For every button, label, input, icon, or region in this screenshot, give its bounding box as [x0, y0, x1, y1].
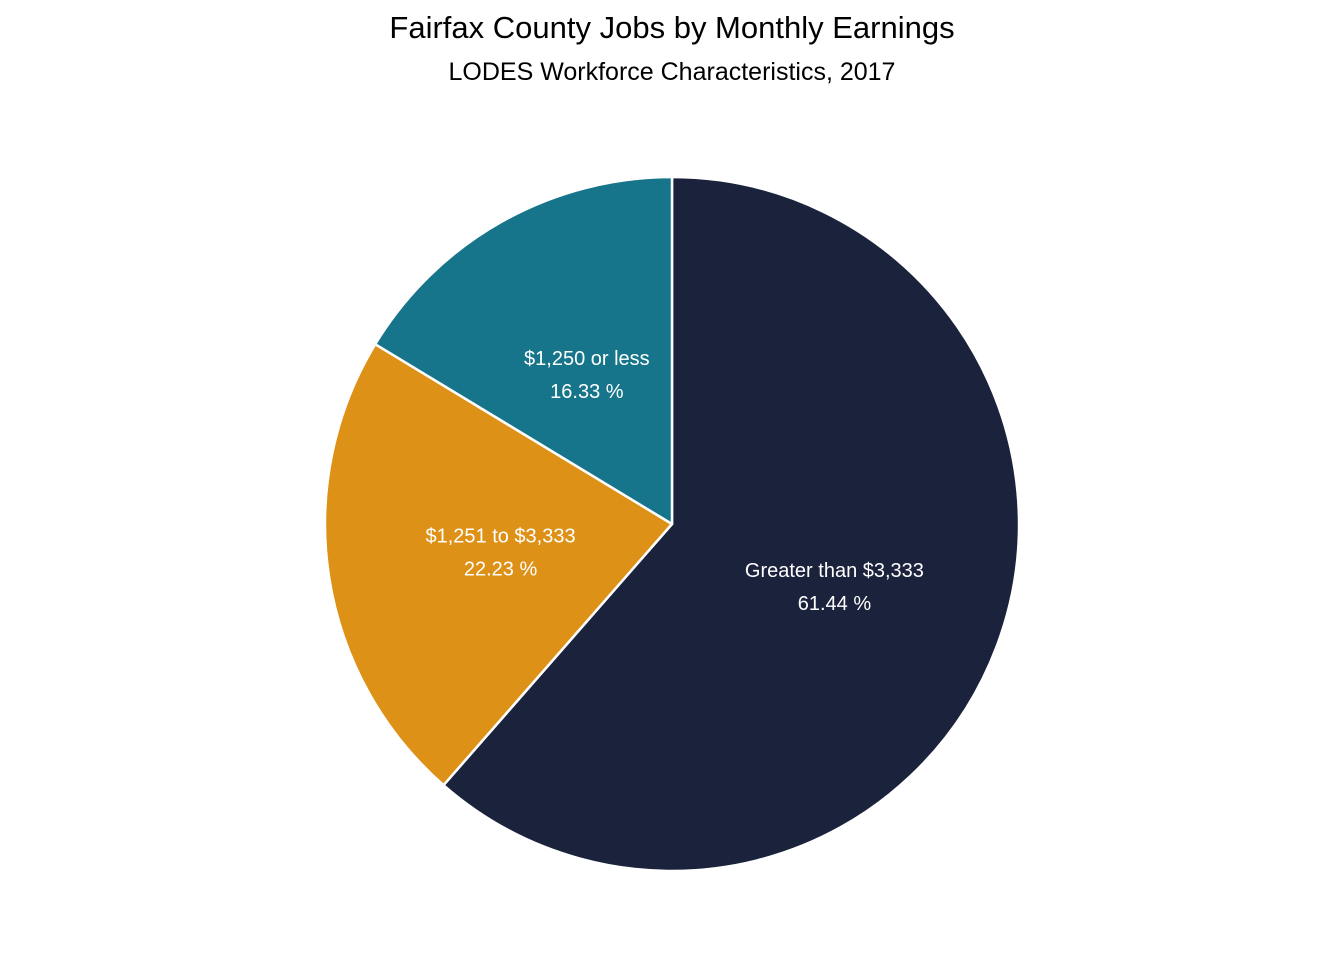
pie-slice — [442, 175, 1021, 873]
slice-label: $1,251 to $3,333 — [425, 526, 575, 548]
chart-subtitle: LODES Workforce Characteristics, 2017 — [448, 58, 896, 86]
slice-value-label: 16.33 % — [550, 381, 624, 403]
chart-title: Fairfax County Jobs by Monthly Earnings — [389, 10, 955, 45]
slice-label: $1,250 or less — [524, 348, 650, 370]
pie-slice — [323, 342, 674, 787]
slice-label: Greater than $3,333 — [745, 560, 924, 582]
pie-slice — [373, 175, 674, 526]
slice-value-label: 61.44 % — [798, 593, 872, 615]
slice-value-label: 22.23 % — [464, 559, 538, 581]
